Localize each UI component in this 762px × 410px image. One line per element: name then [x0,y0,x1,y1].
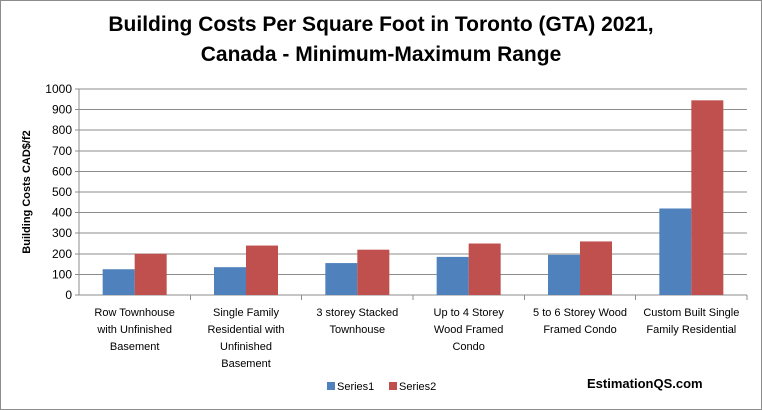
y-tick-label: 900 [52,103,72,117]
x-category-label: Row Townhouse [94,307,175,319]
chart-title-line: Building Costs Per Square Foot in Toront… [108,13,653,36]
y-tick-label: 0 [65,288,72,302]
bar-series1 [102,269,135,295]
y-tick-label: 500 [52,185,72,199]
y-tick-label: 300 [52,226,72,240]
x-category-label: Townhouse [330,324,386,336]
x-category-label: Wood Framed [434,324,504,336]
y-tick-label: 700 [52,144,72,158]
bars [102,100,724,295]
x-category-label: Basement [110,341,160,353]
legend-label: Series2 [399,381,436,393]
y-tick-label: 1000 [45,82,72,96]
bar-series1 [214,267,246,295]
y-tick-label: 200 [52,247,72,261]
y-axis-label: Building Costs CAD$/f2 [21,130,33,253]
gridlines [79,88,747,275]
legend-swatch [327,382,335,390]
x-category-label: Unfinished [220,341,272,353]
x-category-label: Up to 4 Storey [434,307,505,319]
legend-swatch [389,382,397,390]
bar-series1 [548,254,580,295]
y-tick-label: 600 [52,164,72,178]
y-tick-label: 400 [52,206,72,220]
x-category-label: 3 storey Stacked [316,307,398,319]
y-tick-label: 100 [52,267,72,281]
watermark: EstimationQS.com [587,376,703,391]
bar-series1 [436,256,469,295]
x-category-label: Basement [221,358,271,370]
bar-series2 [691,100,724,295]
bar-series2 [134,253,167,295]
x-category-label: Residential with [207,324,284,336]
bar-series2 [580,241,612,295]
x-category-label: 5 to 6 Storey Wood [533,307,627,319]
bar-series2 [246,245,278,295]
x-category-label: Framed Condo [543,324,616,336]
legend-label: Series1 [337,381,374,393]
y-tick-label: 800 [52,123,72,137]
x-category-label: Condo [452,341,484,353]
y-axis-ticks: 0 100 200 300 400 500 600 700 800 900 1000 [45,82,79,302]
x-category-label: with Unfinished [96,324,172,336]
x-category-label: Single Family [213,307,280,319]
x-category-label: Custom Built Single [643,307,739,319]
legend: Series1 Series2 [327,381,436,393]
bar-series2 [468,243,501,295]
x-axis-categories: Row Townhouse with Unfinished Basement Sing… [94,295,748,370]
chart-title: Building Costs Per Square Foot in Toront… [108,13,653,66]
bar-series1 [659,208,692,295]
chart-title-line: Canada - Minimum-Maximum Range [201,43,562,66]
x-category-label: Family Residential [646,324,736,336]
bar-series2 [357,249,390,295]
bar-series1 [325,263,358,295]
